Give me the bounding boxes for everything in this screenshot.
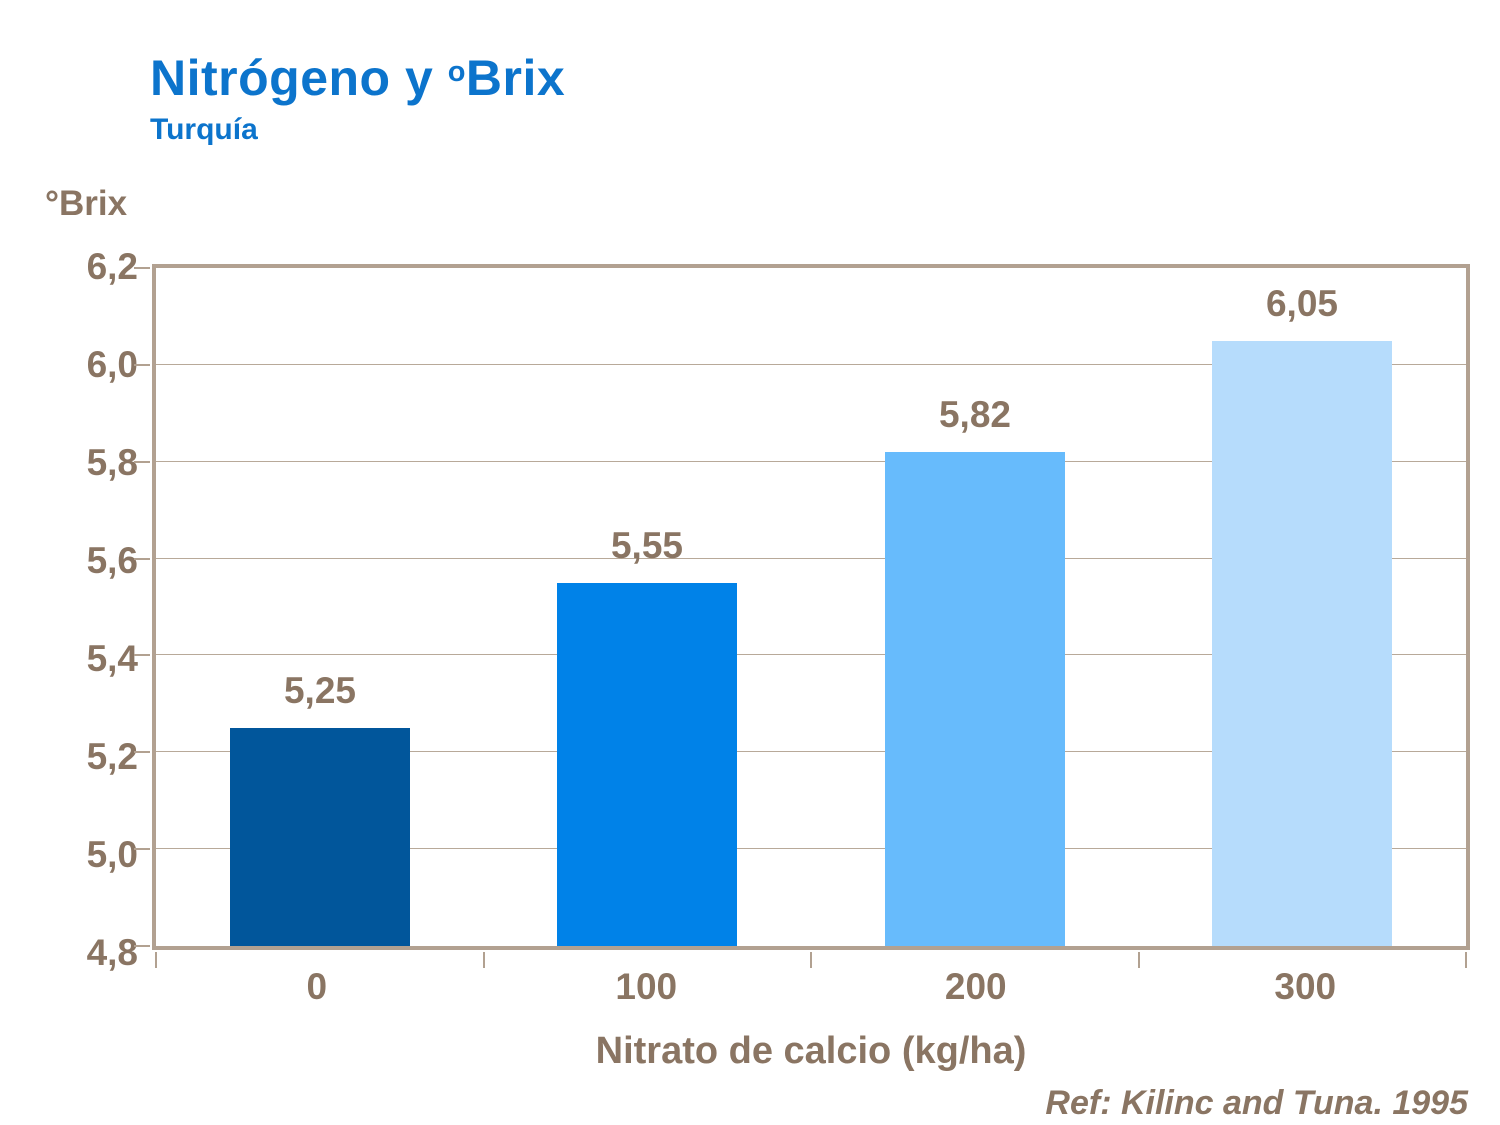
gridline (156, 461, 1466, 462)
bar-200 (885, 452, 1065, 946)
y-axis-tick (134, 945, 150, 947)
y-axis-tick (134, 751, 150, 753)
y-axis-tick (134, 654, 150, 656)
y-tick-label: 5,4 (86, 638, 138, 679)
y-tick-label: 5,0 (86, 834, 138, 875)
bar-100 (557, 583, 737, 946)
y-axis-tick (134, 558, 150, 560)
y-tick-label: 6,0 (86, 344, 138, 385)
bar-0 (230, 728, 410, 946)
x-tick-label: 200 (944, 966, 1007, 1007)
bar-value-label: 5,55 (610, 525, 683, 566)
page-title-degree: o (447, 56, 466, 88)
gridline (156, 364, 1466, 365)
y-axis-tick (134, 848, 150, 850)
page-subtitle: Turquía (150, 113, 258, 146)
gridline (156, 558, 1466, 559)
x-axis-tick (810, 952, 812, 968)
gridline (156, 654, 1466, 655)
bar-value-label: 5,82 (938, 394, 1011, 435)
gridline (156, 848, 1466, 849)
bar-value-label: 5,25 (283, 670, 356, 711)
y-axis-title: °Brix (45, 184, 128, 223)
y-tick-label: 6,2 (86, 246, 138, 287)
reference-note: Ref: Kilinc and Tuna. 1995 (1045, 1084, 1468, 1122)
y-axis-tick (134, 364, 150, 366)
page-title: Nitrógeno y oBrix (150, 52, 565, 105)
x-axis-tick-labels: 0 100 200 300 (152, 966, 1470, 1010)
bar-value-label: 6,05 (1265, 283, 1338, 324)
y-tick-label: 5,8 (86, 442, 138, 483)
x-tick-label: 0 (306, 966, 328, 1007)
x-axis-title: Nitrato de calcio (kg/ha) (595, 1030, 1027, 1072)
y-axis-tick (134, 267, 150, 269)
y-axis-tick (134, 461, 150, 463)
x-axis-tick (483, 952, 485, 968)
x-axis-tick (1465, 952, 1467, 968)
x-tick-label: 300 (1274, 966, 1337, 1007)
x-axis-tick (1138, 952, 1140, 968)
page-title-prefix: Nitrógeno y (150, 50, 448, 106)
y-tick-label: 5,2 (86, 736, 138, 777)
gridline (156, 751, 1466, 752)
bar-300 (1212, 341, 1392, 946)
x-tick-label: 100 (615, 966, 678, 1007)
page-title-suffix: Brix (465, 50, 566, 106)
plot-area: 5,25 5,55 5,82 6,05 (134, 264, 1470, 968)
y-tick-label: 5,6 (86, 540, 138, 581)
x-axis-tick (155, 952, 157, 968)
y-tick-label: 4,8 (86, 932, 138, 973)
y-axis-tick-labels: 6,2 6,0 5,8 5,6 5,4 5,2 5,0 4,8 (28, 246, 138, 973)
